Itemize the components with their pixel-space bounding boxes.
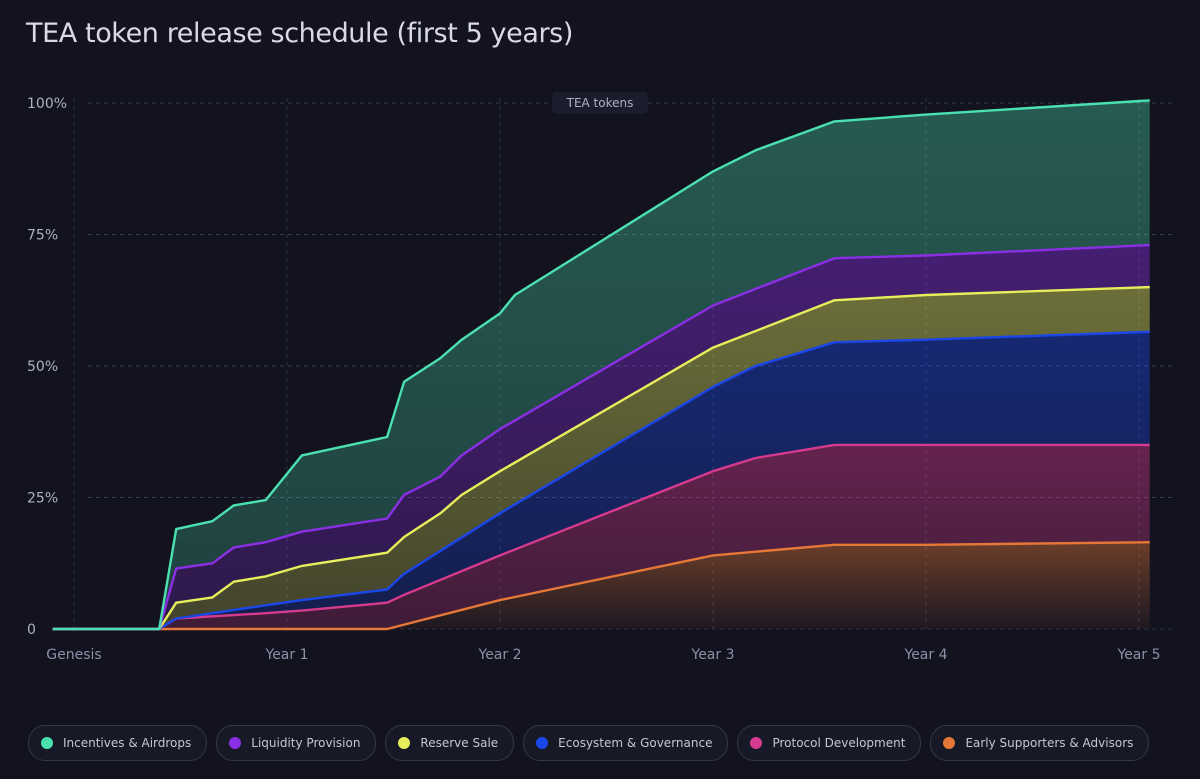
area-band-1 bbox=[52, 245, 1150, 629]
legend-swatch bbox=[536, 737, 549, 749]
chart-title: TEA token release schedule (first 5 year… bbox=[26, 18, 573, 49]
legend-item[interactable]: Incentives & Airdrops bbox=[28, 725, 208, 761]
area-band-2 bbox=[52, 287, 1150, 629]
area-band-4 bbox=[52, 444, 1150, 629]
annotation-layer: TEA tokens bbox=[552, 92, 648, 114]
legend-item[interactable]: Protocol Development bbox=[737, 725, 922, 761]
legend-label: Incentives & Airdrops bbox=[63, 736, 192, 750]
series-line-1[interactable] bbox=[52, 243, 1150, 631]
legend-label: Protocol Development bbox=[772, 736, 906, 750]
legend-label: Early Supporters & Advisors bbox=[965, 736, 1134, 750]
annotation-label: TEA tokens bbox=[566, 96, 634, 110]
legend-item[interactable]: Reserve Sale bbox=[385, 725, 515, 761]
legend-swatch bbox=[398, 737, 411, 749]
y-tick-label: 100% bbox=[27, 96, 67, 112]
area-band-3 bbox=[52, 331, 1150, 629]
area-band-5 bbox=[52, 542, 1150, 629]
annotation-pill bbox=[552, 92, 648, 114]
series-line-2[interactable] bbox=[52, 285, 1150, 631]
legend-item[interactable]: Liquidity Provision bbox=[216, 725, 377, 761]
axis-layer: 0 25% 50% 75% 100% Genesis Year 1 Year 2 Year 3 Y… bbox=[27, 96, 1161, 663]
legend-item[interactable]: Ecosystem & Governance bbox=[523, 725, 729, 761]
legend-swatch bbox=[750, 737, 763, 749]
x-tick-label: Year 4 bbox=[904, 647, 948, 663]
area-band-0 bbox=[52, 100, 1150, 629]
series-line-5[interactable] bbox=[52, 541, 1150, 631]
x-tick-label: Year 5 bbox=[1117, 647, 1161, 663]
series-line-0[interactable] bbox=[52, 99, 1150, 631]
y-tick-label: 50% bbox=[27, 359, 58, 375]
x-tick-label: Year 2 bbox=[478, 647, 522, 663]
legend-item[interactable]: Early Supporters & Advisors bbox=[930, 725, 1150, 761]
x-tick-label: Year 1 bbox=[265, 647, 309, 663]
x-tick-label: Genesis bbox=[46, 647, 101, 663]
area-layer bbox=[52, 100, 1150, 629]
legend-swatch bbox=[943, 737, 956, 749]
x-tick-label: Year 3 bbox=[691, 647, 735, 663]
legend-label: Reserve Sale bbox=[420, 736, 499, 750]
legend-swatch bbox=[229, 737, 242, 749]
y-tick-label: 25% bbox=[27, 491, 58, 507]
line-layer bbox=[52, 99, 1150, 631]
legend-swatch bbox=[41, 737, 53, 749]
legend-label: Ecosystem & Governance bbox=[558, 736, 713, 750]
y-tick-label: 0 bbox=[27, 622, 36, 638]
y-tick-label: 75% bbox=[27, 228, 58, 244]
legend-label: Liquidity Provision bbox=[251, 736, 361, 750]
series-line-3[interactable] bbox=[52, 330, 1150, 631]
legend: Incentives & Airdrops Liquidity Provision… bbox=[28, 725, 1150, 761]
